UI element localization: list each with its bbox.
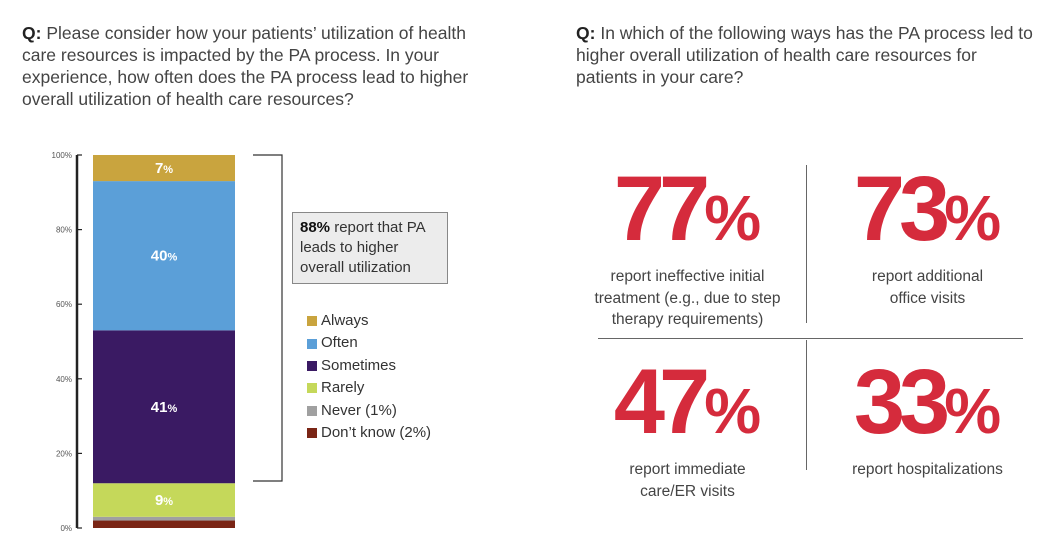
y-tick-label: 0% [60, 524, 72, 533]
legend-swatch [307, 383, 317, 394]
left-question-prefix: Q: [22, 23, 42, 43]
legend-item: Don’t know (2%) [307, 422, 431, 444]
legend-label: Never (1%) [321, 401, 397, 419]
legend-swatch [307, 361, 317, 372]
y-tick-label: 60% [56, 300, 72, 309]
legend-swatch [307, 405, 317, 416]
right-question-prefix: Q: [576, 23, 596, 43]
stat-value: 33% [853, 351, 1002, 453]
left-question: Q: Please consider how your patients’ ut… [22, 22, 492, 110]
callout-bold-value: 88% [300, 219, 331, 236]
legend-item: Often [307, 332, 431, 354]
stat-description: report hospitalizations [852, 461, 1003, 478]
bar-segment [93, 483, 235, 517]
stat-description: report immediate care/ER visits [629, 461, 746, 500]
vertical-divider-top [806, 165, 807, 323]
segment-label: 9% [155, 492, 173, 509]
y-axis: 0% 20% 40% 60% 80% 100% [52, 151, 82, 533]
stat-description: report ineffective initial treatment (e.g… [594, 268, 781, 328]
right-question: Q: In which of the following ways has th… [576, 22, 1041, 88]
left-question-text: Please consider how your patients’ utili… [22, 23, 469, 109]
legend: Always Often Sometimes Rarely Never (1%) Don’… [307, 310, 431, 444]
stat-er-visits: 47% report immediate care/ER visits [585, 356, 790, 502]
stat-ineffective-treatment: 77% report ineffective initial treatment … [585, 163, 790, 331]
stat-value: 73% [853, 158, 1002, 260]
callout-box: 88% report that PA leads to higher overa… [292, 212, 448, 284]
legend-label: Always [321, 312, 369, 329]
legend-item: Always [307, 310, 431, 332]
y-tick-label: 20% [56, 449, 72, 458]
legend-item: Sometimes [307, 355, 431, 377]
horizontal-divider [598, 338, 1023, 339]
bar-segment [93, 155, 235, 182]
bar-segment [93, 520, 235, 528]
stacked-bar-chart: 0% 20% 40% 60% 80% 100% 9% 41% 40% 7% [52, 151, 283, 533]
bar-segment [93, 516, 235, 521]
bar-segment [93, 330, 235, 484]
legend-label: Don’t know (2%) [321, 424, 432, 442]
stat-hospitalizations: 33% report hospitalizations [825, 356, 1030, 481]
stat-office-visits: 73% report additional office visits [825, 163, 1030, 309]
stat-description: report additional office visits [871, 268, 984, 307]
segment-label: 7% [155, 160, 173, 177]
legend-swatch [307, 338, 317, 349]
y-tick-label: 40% [56, 375, 72, 384]
bar-segments [93, 155, 235, 528]
stat-value: 77% [613, 158, 762, 260]
legend-label: Rarely [321, 379, 365, 397]
bar-segment [93, 181, 235, 331]
segment-label: 41% [151, 399, 178, 416]
segment-labels: 9% 41% 40% 7% [151, 160, 178, 509]
callout-text: report that PA leads to higher overall u… [300, 219, 425, 276]
y-tick-label: 100% [52, 151, 72, 160]
vertical-divider-bottom [806, 340, 807, 470]
legend-label: Often [321, 334, 358, 352]
stat-value: 47% [613, 351, 762, 453]
y-tick-label: 80% [56, 226, 72, 235]
right-question-text: In which of the following ways has the P… [576, 23, 1033, 87]
legend-swatch [307, 316, 317, 327]
legend-item: Never (1%) [307, 400, 431, 422]
legend-item: Rarely [307, 377, 431, 399]
bracket [253, 154, 283, 482]
segment-label: 40% [151, 248, 178, 265]
legend-label: Sometimes [321, 356, 397, 374]
legend-swatch [307, 428, 317, 439]
